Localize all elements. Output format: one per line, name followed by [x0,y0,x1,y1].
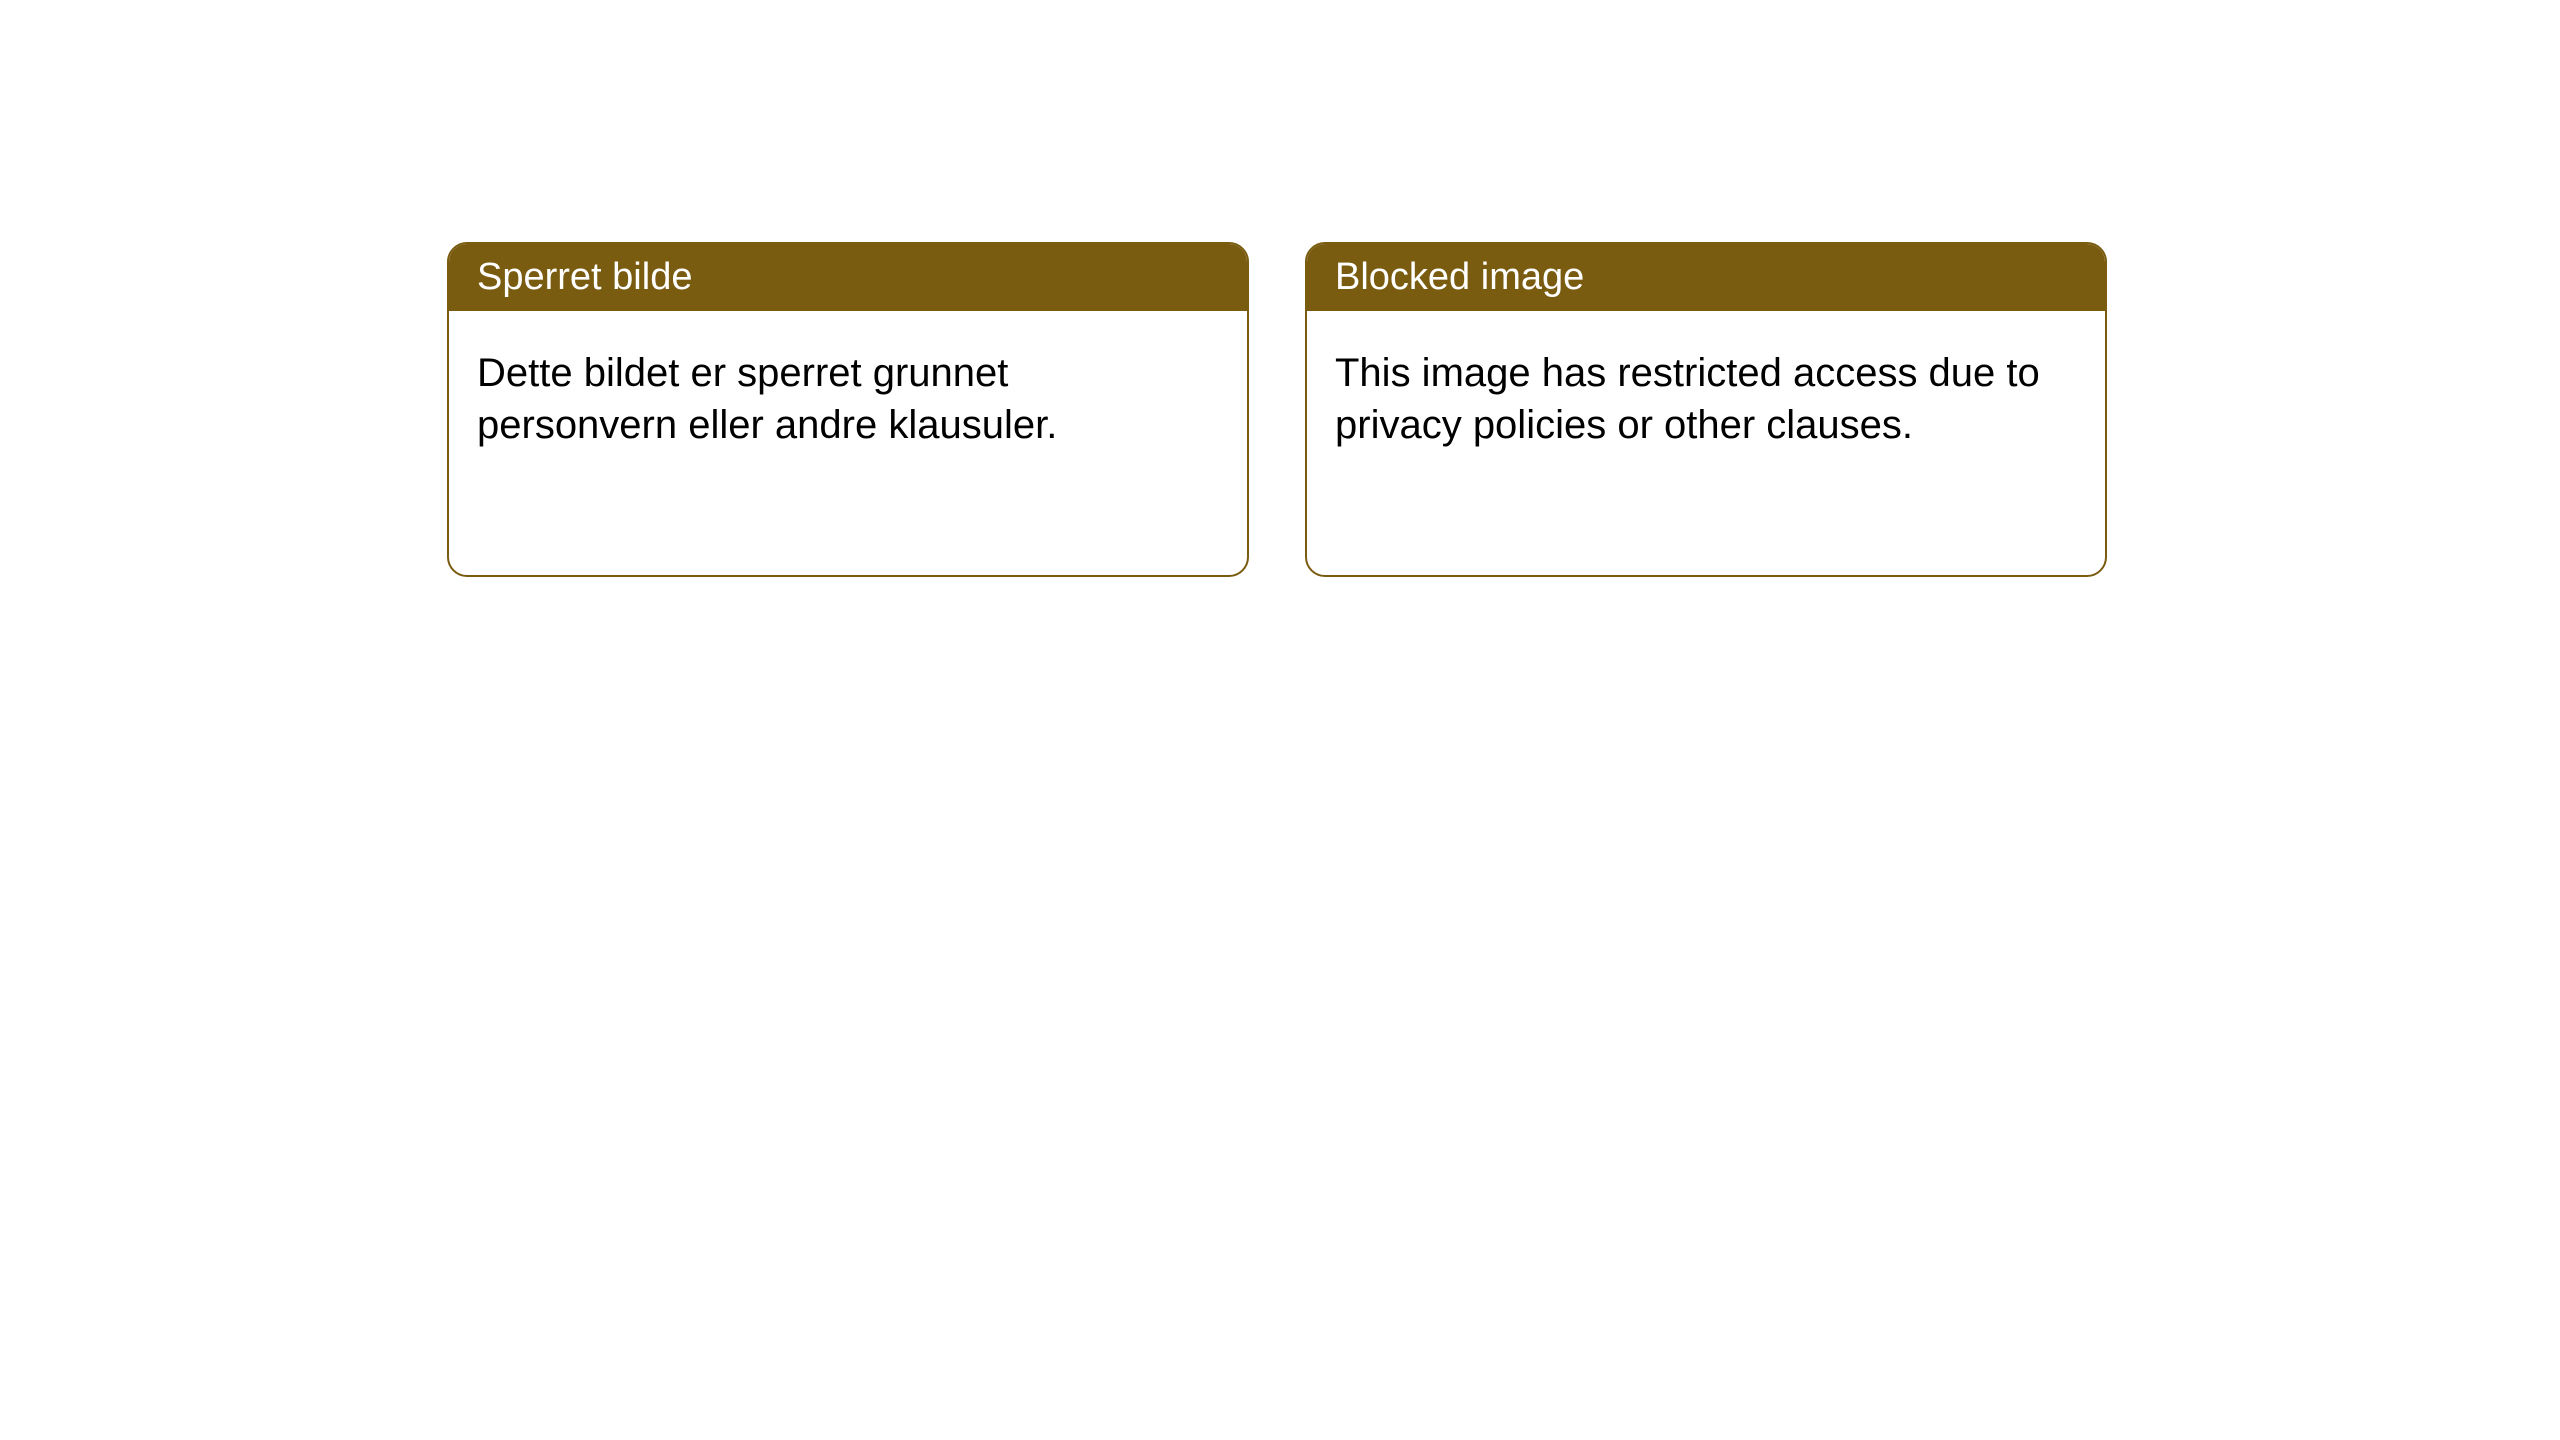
notice-card-norwegian: Sperret bilde Dette bildet er sperret gr… [447,242,1249,577]
notice-body-text: This image has restricted access due to … [1335,351,2040,447]
notice-title: Blocked image [1335,256,1584,298]
notice-card-header: Blocked image [1307,244,2105,311]
notice-title: Sperret bilde [477,256,692,298]
notice-card-english: Blocked image This image has restricted … [1305,242,2107,577]
notice-card-body: Dette bildet er sperret grunnet personve… [449,311,1247,487]
notice-card-header: Sperret bilde [449,244,1247,311]
notice-cards-container: Sperret bilde Dette bildet er sperret gr… [0,0,2560,577]
notice-body-text: Dette bildet er sperret grunnet personve… [477,351,1057,447]
notice-card-body: This image has restricted access due to … [1307,311,2105,487]
